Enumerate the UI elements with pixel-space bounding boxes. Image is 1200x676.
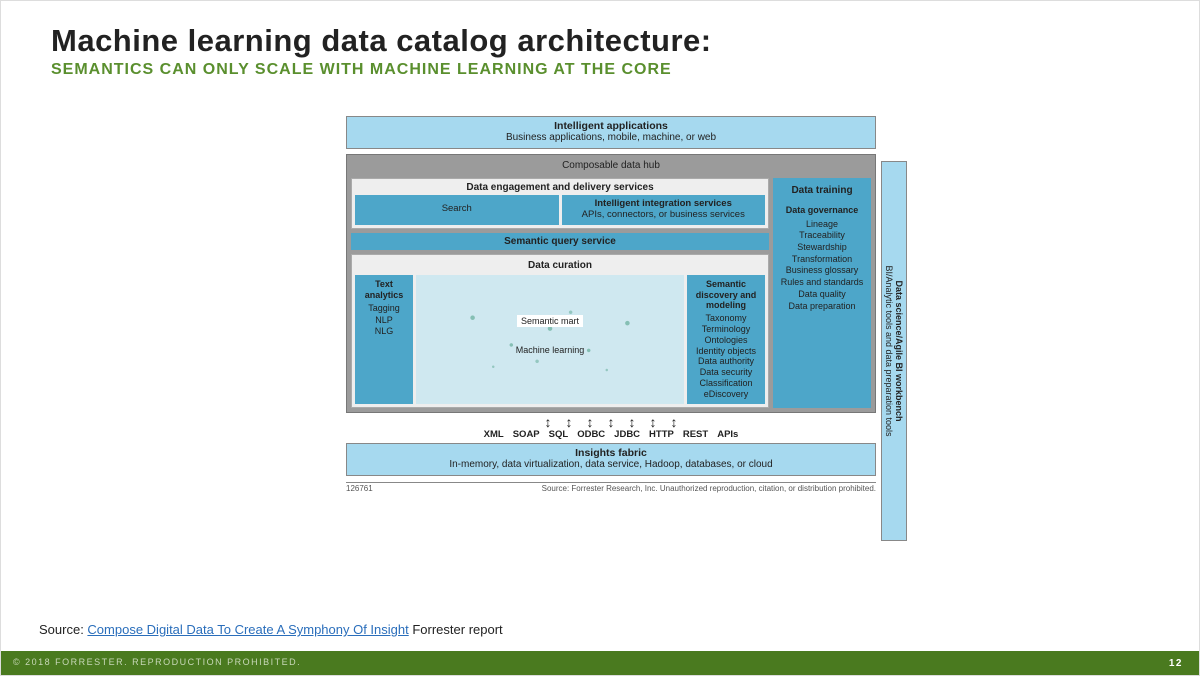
governance-title: Data governance — [776, 205, 868, 217]
protocol-label: HTTP — [649, 429, 674, 440]
semantic-discovery-title: Semantic discovery and modeling — [689, 279, 763, 311]
protocol-label: APIs — [717, 429, 738, 440]
source-prefix: Source: — [39, 622, 87, 637]
hub-title: Composable data hub — [351, 159, 871, 174]
updown-arrow-icon: ↕ — [587, 415, 594, 429]
semantic-query-service: Semantic query service — [351, 233, 769, 250]
figure-source: Source: Forrester Research, Inc. Unautho… — [542, 484, 876, 493]
insights-fabric-box: Insights fabric In-memory, data virtuali… — [346, 443, 876, 476]
data-curation-box: Data curation Text analytics Tagging NLP… — [351, 254, 769, 408]
machine-learning-label: Machine learning — [416, 345, 684, 355]
protocol-label: JDBC — [614, 429, 640, 440]
governance-items: Lineage Traceability Stewardship Transfo… — [781, 219, 864, 311]
composable-data-hub: Composable data hub Data engagement and … — [346, 154, 876, 413]
semantic-mart-label: Semantic mart — [517, 315, 583, 327]
curation-title: Data curation — [355, 258, 765, 275]
updown-arrow-icon: ↕ — [608, 415, 615, 429]
side-line1: Data science/Agile BI workbench — [894, 280, 904, 421]
title-block: Machine learning data catalog architectu… — [1, 1, 1199, 79]
integration-box: Intelligent integration services APIs, c… — [562, 195, 766, 225]
source-suffix: Forrester report — [409, 622, 503, 637]
engagement-box: Data engagement and delivery services Se… — [351, 178, 769, 229]
source-link[interactable]: Compose Digital Data To Create A Symphon… — [87, 622, 408, 637]
top-sub: Business applications, mobile, machine, … — [347, 132, 875, 143]
updown-arrow-icon: ↕ — [671, 415, 678, 429]
intelligent-applications-box: Intelligent applications Business applic… — [346, 116, 876, 149]
text-analytics-box: Text analytics Tagging NLP NLG — [355, 275, 413, 404]
slide: Machine learning data catalog architectu… — [0, 0, 1200, 676]
updown-arrow-icon: ↕ — [566, 415, 573, 429]
semantic-mart-box: Semantic mart Machine learning — [416, 275, 684, 404]
updown-arrow-icon: ↕ — [650, 415, 657, 429]
arrow-row: ↕ ↕ ↕ ↕ ↕ ↕ ↕ — [346, 415, 876, 429]
figure-footer: 126761 Source: Forrester Research, Inc. … — [346, 482, 876, 493]
protocols-row: XML SOAP SQL ODBC JDBC HTTP REST APIs — [346, 429, 876, 440]
scatter-background-icon — [421, 285, 679, 394]
figure-number: 126761 — [346, 484, 373, 493]
source-line: Source: Compose Digital Data To Create A… — [39, 622, 503, 637]
semantic-discovery-items: Taxonomy Terminology Ontologies Identity… — [696, 313, 756, 399]
insights-sub: In-memory, data virtualization, data ser… — [347, 459, 875, 470]
search-box: Search — [355, 195, 559, 225]
insights-title: Insights fabric — [347, 447, 875, 459]
protocol-label: SQL — [549, 429, 569, 440]
workbench-sidebar: Data science/Agile BI workbench BI/Analy… — [881, 161, 907, 541]
protocol-label: ODBC — [577, 429, 605, 440]
copyright-text: © 2018 FORRESTER. REPRODUCTION PROHIBITE… — [13, 657, 301, 667]
slide-subtitle: SEMANTICS CAN ONLY SCALE WITH MACHINE LE… — [51, 61, 1199, 79]
top-title: Intelligent applications — [347, 120, 875, 132]
architecture-diagram: Intelligent applications Business applic… — [346, 116, 876, 493]
protocol-label: SOAP — [513, 429, 540, 440]
slide-title: Machine learning data catalog architectu… — [51, 23, 1199, 59]
protocol-label: XML — [484, 429, 504, 440]
training-header: Data training — [776, 182, 868, 205]
updown-arrow-icon: ↕ — [545, 415, 552, 429]
text-analytics-items: Tagging NLP NLG — [368, 303, 400, 336]
protocol-label: REST — [683, 429, 708, 440]
engagement-title: Data engagement and delivery services — [355, 182, 765, 195]
footer-bar: © 2018 FORRESTER. REPRODUCTION PROHIBITE… — [1, 651, 1199, 675]
integration-sub: APIs, connectors, or business services — [582, 209, 745, 220]
text-analytics-title: Text analytics — [357, 279, 411, 302]
side-line2: BI/Analytic tools and data preparation t… — [884, 265, 894, 436]
semantic-discovery-box: Semantic discovery and modeling Taxonomy… — [687, 275, 765, 404]
updown-arrow-icon: ↕ — [629, 415, 636, 429]
page-number: 12 — [1169, 658, 1183, 669]
data-training-box: Data training Data governance Lineage Tr… — [773, 178, 871, 408]
